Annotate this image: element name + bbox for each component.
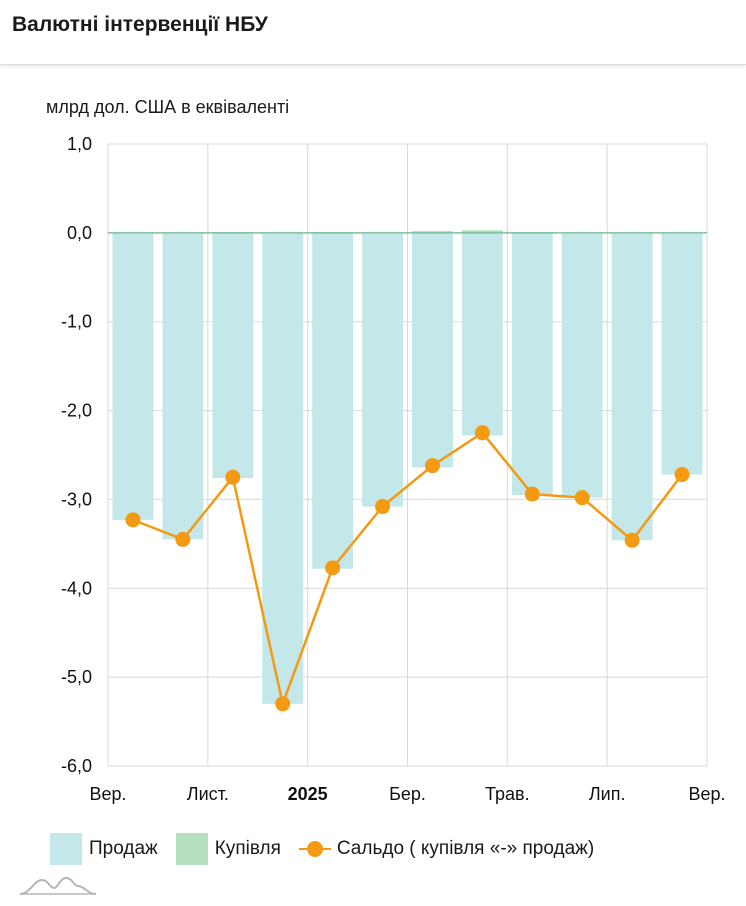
y-tick-label: -1,0	[61, 312, 92, 332]
y-tick-label: -5,0	[61, 667, 92, 687]
sales-bar	[511, 232, 553, 495]
sales-bar	[561, 232, 603, 498]
sales-bar	[262, 232, 304, 704]
x-tick-label: Бер.	[389, 784, 426, 804]
legend-swatch-sales	[50, 833, 82, 865]
intervention-chart: 1,0 0,0 -1,0 -2,0 -3,0 -4,0 -5,0 -6,0 Вер. Лист. 2…	[61, 134, 726, 804]
balance-point	[375, 499, 391, 515]
y-tick-label: -4,0	[61, 578, 92, 598]
axis-labels-layer: 1,0 0,0 -1,0 -2,0 -3,0 -4,0 -5,0 -6,0 Вер. Лист. 2…	[61, 134, 726, 804]
balance-point	[524, 486, 540, 502]
y-axis-unit-label: млрд дол. США в еквіваленті	[46, 97, 290, 117]
sales-bar	[461, 232, 503, 436]
x-tick-label: Лип.	[589, 784, 626, 804]
x-tick-label: Вер.	[89, 784, 126, 804]
x-tick-label: Трав.	[485, 784, 530, 804]
y-tick-label: -6,0	[61, 756, 92, 776]
balance-line	[132, 431, 684, 709]
legend-swatch-balance	[298, 833, 331, 865]
sales-bar	[112, 232, 154, 520]
purchase-bar	[411, 231, 453, 233]
legend-swatch-purchases	[175, 833, 208, 865]
balance-point	[225, 469, 241, 485]
bars-layer	[108, 230, 707, 704]
balance-point	[275, 696, 291, 712]
y-tick-label: -2,0	[61, 401, 92, 421]
sales-bar	[661, 232, 703, 475]
y-tick-label: 0,0	[67, 223, 92, 243]
y-tick-label: -3,0	[61, 489, 92, 509]
legend-item-purchases[interactable]: Купівля	[175, 833, 281, 865]
sales-bar	[362, 232, 404, 507]
sales-bar	[312, 232, 354, 569]
balance-point	[674, 467, 690, 483]
grid-layer	[107, 143, 708, 767]
y-tick-label: 1,0	[67, 134, 92, 154]
x-tick-label: 2025	[288, 784, 328, 804]
legend-label-purchases: Купівля	[214, 838, 281, 859]
balance-point	[125, 512, 141, 528]
balance-line-layer	[125, 425, 690, 712]
header-bar: Валютні інтервенції НБУ	[0, 0, 746, 65]
balance-point	[624, 532, 640, 548]
page-title: Валютні інтервенції НБУ	[12, 13, 268, 36]
legend-item-sales[interactable]: Продаж	[50, 833, 158, 865]
x-tick-label: Лист.	[187, 784, 229, 804]
balance-point	[424, 458, 440, 474]
balance-point	[474, 425, 490, 441]
legend: Продаж Купівля Сальдо ( купівля «-» прод…	[50, 833, 612, 865]
balance-point	[325, 560, 341, 576]
legend-label-balance: Сальдо ( купівля «-» продаж)	[336, 838, 595, 859]
sales-bar	[212, 232, 254, 479]
sales-bar	[162, 232, 204, 540]
sales-bar	[611, 232, 653, 541]
legend-item-balance[interactable]: Сальдо ( купівля «-» продаж)	[298, 833, 595, 865]
balance-point	[175, 531, 191, 547]
legend-label-sales: Продаж	[89, 838, 158, 859]
balance-point	[574, 490, 590, 506]
sales-bar	[411, 232, 453, 468]
purchase-bar	[461, 230, 503, 233]
mountains-logo-icon	[19, 876, 97, 895]
x-tick-label: Вер.	[688, 784, 725, 804]
